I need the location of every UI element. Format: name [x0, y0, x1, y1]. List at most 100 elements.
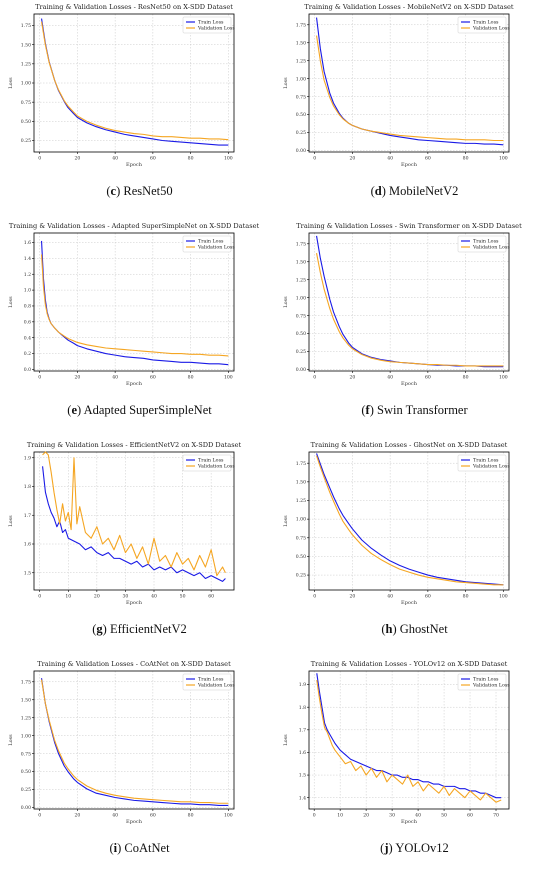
- y-tick-label: 1.5: [299, 773, 306, 779]
- train-loss-line: [316, 235, 504, 368]
- legend-validation-label: Validation Loss: [197, 683, 235, 689]
- y-tick-label: 0.25: [296, 130, 306, 136]
- y-tick-label: 1.6: [24, 240, 31, 246]
- x-tick-label: 40: [387, 375, 393, 381]
- legend-box: [457, 454, 507, 472]
- x-tick-label: 0: [38, 594, 41, 600]
- y-tick-label: 1.8: [299, 705, 306, 711]
- figure-caption: (i) CoAtNet: [109, 841, 170, 855]
- line-chart: Training & Validation Losses - MobileNet…: [283, 3, 514, 168]
- y-tick-label: 1.75: [296, 461, 306, 467]
- x-tick-label: 80: [188, 813, 194, 819]
- y-tick-label: 1.25: [296, 58, 306, 64]
- y-tick-label: 1.50: [21, 42, 31, 48]
- validation-loss-line: [316, 455, 504, 586]
- caption-tag: g: [96, 622, 103, 636]
- caption-name: GhostNet: [399, 622, 448, 636]
- y-tick-label: 1.50: [296, 479, 306, 485]
- line-chart: Training & Validation Losses - Adapted S…: [8, 222, 260, 387]
- x-tick-label: 20: [74, 156, 80, 162]
- x-axis-label: Epoch: [401, 381, 418, 387]
- x-tick-label: 40: [112, 156, 118, 162]
- train-loss-line: [41, 678, 229, 806]
- caption-name: YOLOv12: [395, 841, 449, 855]
- y-tick-label: 0.50: [296, 331, 306, 337]
- y-tick-label: 1.50: [296, 259, 306, 265]
- chart-title: Training & Validation Losses - Efficient…: [27, 441, 242, 449]
- legend-box: [457, 673, 507, 691]
- line-chart: Training & Validation Losses - GhostNet …: [283, 441, 510, 606]
- y-tick-label: 0.00: [296, 367, 306, 373]
- x-tick-label: 0: [38, 156, 41, 162]
- legend-validation-label: Validation Loss: [197, 464, 235, 470]
- train-loss-line: [41, 240, 229, 366]
- y-axis-label: Loss: [283, 296, 289, 308]
- train-loss-line: [41, 18, 229, 146]
- chart-title: Training & Validation Losses - GhostNet …: [311, 441, 508, 449]
- legend-validation-label: Validation Loss: [197, 26, 235, 32]
- caption-name: Swin Transformer: [377, 403, 468, 417]
- y-tick-label: 1.6: [299, 750, 306, 756]
- caption-name: Adapted SuperSimpleNet: [83, 403, 212, 417]
- y-tick-label: 0.75: [21, 751, 31, 757]
- y-tick-label: 1.00: [296, 517, 306, 523]
- y-axis-label: Loss: [8, 734, 14, 746]
- plot-frame: [33, 232, 235, 372]
- y-tick-label: 0.00: [21, 805, 31, 811]
- y-tick-label: 1.25: [296, 277, 306, 283]
- x-tick-label: 80: [463, 594, 469, 600]
- y-tick-label: 1.7: [24, 513, 31, 519]
- x-tick-label: 0: [38, 813, 41, 819]
- x-tick-label: 30: [122, 594, 128, 600]
- y-tick-label: 1.00: [296, 76, 306, 82]
- x-tick-label: 100: [499, 156, 508, 162]
- y-tick-label: 0.50: [296, 554, 306, 560]
- x-tick-label: 80: [463, 375, 469, 381]
- y-tick-label: 1.00: [296, 295, 306, 301]
- legend-train-label: Train Loss: [198, 677, 224, 683]
- legend-train-label: Train Loss: [198, 20, 224, 26]
- y-tick-label: 1.9: [299, 682, 306, 688]
- caption-tag: i: [113, 841, 118, 855]
- x-tick-label: 60: [150, 813, 156, 819]
- y-axis-label: Loss: [283, 515, 289, 527]
- x-tick-label: 0: [38, 375, 41, 381]
- legend-box: [182, 16, 232, 34]
- y-tick-label: 0.75: [296, 94, 306, 100]
- legend-train-label: Train Loss: [473, 677, 499, 683]
- caption-tag: c: [110, 184, 117, 198]
- x-tick-label: 50: [441, 813, 447, 819]
- line-chart: Training & Validation Losses - Swin Tran…: [283, 222, 522, 387]
- y-tick-label: 0.75: [21, 100, 31, 106]
- y-tick-label: 0.25: [21, 138, 31, 144]
- y-tick-label: 1.25: [21, 715, 31, 721]
- x-axis-label: Epoch: [126, 162, 143, 168]
- chart-panel: Training & Validation Losses - YOLOv12 o…: [277, 659, 550, 878]
- y-tick-label: 0.75: [296, 313, 306, 319]
- x-axis-label: Epoch: [401, 600, 418, 606]
- x-tick-label: 70: [493, 813, 499, 819]
- x-tick-label: 20: [349, 156, 355, 162]
- legend-train-label: Train Loss: [198, 458, 224, 464]
- chart-title: Training & Validation Losses - MobileNet…: [304, 3, 514, 11]
- chart-title: Training & Validation Losses - YOLOv12 o…: [311, 660, 508, 668]
- validation-loss-line: [41, 254, 229, 357]
- legend-box: [457, 235, 507, 253]
- chart-title: Training & Validation Losses - ResNet50 …: [35, 3, 233, 11]
- x-tick-label: 50: [180, 594, 186, 600]
- figure-caption: (f) Swin Transformer: [361, 403, 468, 417]
- x-tick-label: 10: [337, 813, 343, 819]
- caption-name: EfficientNetV2: [109, 622, 187, 636]
- plot-frame: [308, 232, 510, 372]
- x-tick-label: 20: [363, 813, 369, 819]
- figure-caption: (j) YOLOv12: [380, 841, 449, 855]
- y-tick-label: 1.6: [24, 542, 31, 548]
- y-tick-label: 1.00: [21, 733, 31, 739]
- y-tick-label: 1.50: [21, 697, 31, 703]
- chart-title: Training & Validation Losses - Swin Tran…: [296, 222, 522, 230]
